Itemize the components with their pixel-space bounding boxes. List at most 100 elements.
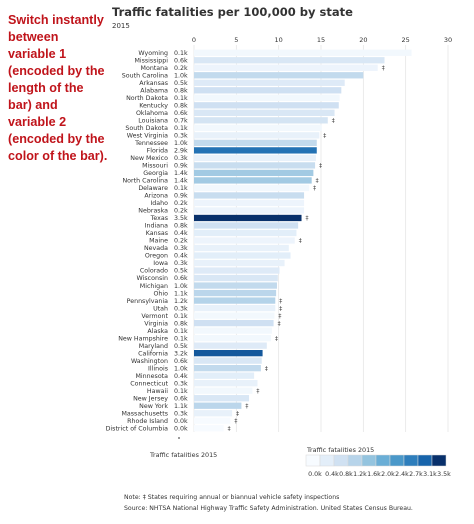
bar bbox=[194, 64, 378, 71]
inspection-marker: ‡ bbox=[279, 305, 282, 312]
bar bbox=[194, 214, 302, 222]
bar bbox=[194, 49, 412, 56]
inspection-marker: ‡ bbox=[382, 65, 385, 72]
category-label: Wisconsin bbox=[137, 275, 168, 282]
legend-swatch bbox=[319, 454, 335, 467]
value-label: 0.1k bbox=[174, 50, 188, 57]
inspection-marker: ‡ bbox=[306, 215, 309, 222]
value-label: 0.9k bbox=[174, 163, 188, 170]
category-label: Louisiana bbox=[138, 118, 168, 125]
bar bbox=[194, 402, 242, 409]
category-label: Kansas bbox=[146, 230, 168, 237]
legend-label: 2.7k bbox=[409, 471, 423, 478]
legend-swatch bbox=[417, 454, 433, 467]
legend-swatch bbox=[305, 454, 321, 467]
inspection-marker: ‡ bbox=[278, 320, 281, 327]
value-label: 0.3k bbox=[174, 245, 188, 252]
bar bbox=[194, 259, 285, 267]
category-label: Hawaii bbox=[147, 388, 168, 395]
value-label: 0.6k bbox=[174, 110, 188, 117]
value-label: 0.5k bbox=[174, 343, 188, 350]
axis-marker-dot bbox=[178, 437, 180, 439]
value-label: 0.0k bbox=[174, 418, 188, 425]
value-label: 0.5k bbox=[174, 268, 188, 275]
value-label: 0.3k bbox=[174, 305, 188, 312]
inspection-marker: ‡ bbox=[275, 335, 278, 342]
bar bbox=[194, 417, 231, 424]
inspection-marker: ‡ bbox=[278, 313, 281, 320]
category-label: Rhode Island bbox=[127, 418, 168, 425]
category-label: Virginia bbox=[144, 320, 168, 327]
legend-label: 0.0k bbox=[308, 471, 322, 478]
bar bbox=[194, 222, 299, 229]
bar bbox=[194, 109, 335, 116]
legend-swatch bbox=[333, 454, 349, 467]
category-label: Ohio bbox=[153, 290, 168, 297]
category-label: Oklahoma bbox=[136, 110, 168, 117]
bar bbox=[194, 349, 263, 357]
bar bbox=[194, 229, 297, 237]
category-label: New Hampshire bbox=[118, 335, 168, 342]
value-label: 0.3k bbox=[174, 410, 188, 417]
category-label: Connecticut bbox=[130, 380, 168, 387]
bar bbox=[194, 387, 253, 394]
legend-label: 2.4k bbox=[395, 471, 409, 478]
category-label: New Jersey bbox=[133, 395, 168, 402]
value-label: 0.8k bbox=[174, 103, 188, 110]
value-label: 1.2k bbox=[174, 298, 188, 305]
value-label: 0.4k bbox=[174, 373, 188, 380]
chart-subtitle: 2015 bbox=[112, 22, 130, 30]
value-label: 0.3k bbox=[174, 260, 188, 267]
bar bbox=[194, 199, 305, 207]
value-label: 0.4k bbox=[174, 253, 188, 260]
bar bbox=[194, 282, 277, 289]
legend-label: 1.2k bbox=[353, 471, 367, 478]
category-label: Arkansas bbox=[139, 80, 168, 87]
category-label: Maryland bbox=[139, 343, 168, 350]
bar bbox=[194, 184, 310, 192]
bar bbox=[194, 342, 267, 349]
bar bbox=[194, 395, 250, 402]
bar bbox=[194, 304, 276, 312]
legend-swatch bbox=[389, 454, 405, 467]
value-label: 0.8k bbox=[174, 223, 188, 230]
category-label: Pennsylvania bbox=[127, 298, 169, 305]
category-label: Texas bbox=[150, 215, 168, 222]
chart-title: Traffic fatalities per 100,000 by state bbox=[112, 5, 353, 19]
legend-swatch bbox=[431, 454, 447, 467]
source-note: Source: NHTSA National Highway Traffic S… bbox=[124, 505, 413, 512]
category-label: Delaware bbox=[138, 185, 168, 192]
value-label: 0.6k bbox=[174, 275, 188, 282]
bar bbox=[194, 372, 255, 379]
legend-swatch bbox=[361, 454, 377, 467]
category-label: South Carolina bbox=[122, 72, 168, 79]
value-label: 0.4k bbox=[174, 230, 188, 237]
value-label: 0.6k bbox=[174, 358, 188, 365]
value-label: 1.0k bbox=[174, 72, 188, 79]
value-label: 1.0k bbox=[174, 283, 188, 290]
value-label: 0.1k bbox=[174, 185, 188, 192]
legend-label: 2.0k bbox=[381, 471, 395, 478]
x-tick-label: 25 bbox=[402, 36, 410, 44]
bar bbox=[194, 124, 322, 132]
value-label: 0.9k bbox=[174, 193, 188, 200]
category-label: South Dakota bbox=[125, 125, 168, 132]
footnote: Note: ‡ States requiring annual or biann… bbox=[124, 494, 340, 501]
bar bbox=[194, 237, 295, 244]
value-label: 1.4k bbox=[174, 170, 188, 177]
value-label: 0.6k bbox=[174, 57, 188, 64]
category-label: Kentucky bbox=[139, 103, 168, 110]
category-label: District of Columbia bbox=[106, 425, 169, 432]
value-label: 0.8k bbox=[174, 320, 188, 327]
bar bbox=[194, 365, 261, 372]
value-label: 1.0k bbox=[174, 365, 188, 372]
value-label: 0.2k bbox=[174, 238, 188, 245]
inspection-marker: ‡ bbox=[319, 163, 322, 170]
value-label: 0.3k bbox=[174, 155, 188, 162]
bar bbox=[194, 117, 328, 124]
bar bbox=[194, 169, 314, 177]
inspection-marker: ‡ bbox=[228, 425, 231, 432]
bar bbox=[194, 267, 280, 274]
value-label: 0.1k bbox=[174, 388, 188, 395]
